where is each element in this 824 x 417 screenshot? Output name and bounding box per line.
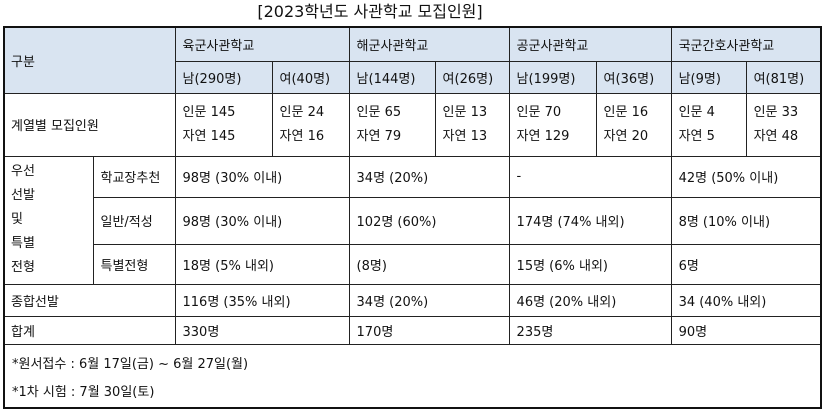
application-period-note: *원서접수 : 6월 17일(금) ~ 6월 27일(월) bbox=[12, 356, 249, 372]
track-quota-cell: 인문 16 자연 20 bbox=[595, 92, 672, 157]
selection-type-label: 특별전형 bbox=[92, 243, 176, 285]
school-header: 육군사관학교 bbox=[174, 26, 350, 62]
track-quota-cell: 인문 70 자연 129 bbox=[508, 92, 597, 157]
quota-cell: 174명 (74% 내외) bbox=[508, 196, 672, 245]
quota-cell: (8명) bbox=[348, 243, 510, 285]
quota-cell: 18명 (5% 내외) bbox=[174, 243, 350, 285]
female-quota-header: 여(81명) bbox=[745, 60, 823, 94]
quota-cell: 34명 (20%) bbox=[348, 155, 510, 198]
school-header: 국군간호사관학교 bbox=[670, 26, 823, 62]
track-quota-cell: 인문 13 자연 13 bbox=[434, 92, 510, 157]
total-cell: 235명 bbox=[508, 315, 672, 345]
priority-special-label: 우선 선발 및 특별 전형 bbox=[3, 155, 94, 285]
school-header: 공군사관학교 bbox=[508, 26, 672, 62]
total-cell: 330명 bbox=[174, 315, 350, 345]
female-quota-header: 여(26명) bbox=[434, 60, 510, 94]
quota-cell: 102명 (60%) bbox=[348, 196, 510, 245]
track-quota-label: 계열별 모집인원 bbox=[2, 92, 176, 157]
track-quota-cell: 인문 65 자연 79 bbox=[348, 92, 436, 157]
track-quota-cell: 인문 24 자연 16 bbox=[271, 92, 350, 157]
quota-cell: 116명 (35% 내외) bbox=[174, 283, 350, 317]
quota-cell: 98명 (30% 이내) bbox=[174, 155, 350, 198]
female-quota-header: 여(36명) bbox=[595, 60, 672, 94]
selection-type-label: 일반/적성 bbox=[92, 196, 176, 245]
total-cell: 90명 bbox=[670, 315, 823, 345]
track-quota-cell: 인문 33 자연 48 bbox=[745, 92, 823, 157]
total-label: 합계 bbox=[2, 315, 176, 345]
male-quota-header: 남(199명) bbox=[508, 60, 597, 94]
quota-cell: 34 (40% 내외) bbox=[670, 283, 823, 317]
quota-cell: 34명 (20%) bbox=[348, 283, 510, 317]
admissions-table: 구분 육군사관학교 해군사관학교 공군사관학교 국군간호사관학교 남(290명)… bbox=[2, 26, 823, 409]
first-exam-note: *1차 시험 : 7월 30일(토) bbox=[12, 384, 155, 400]
comprehensive-label: 종합선발 bbox=[2, 283, 176, 317]
male-quota-header: 남(290명) bbox=[174, 60, 273, 94]
male-quota-header: 남(9명) bbox=[670, 60, 747, 94]
category-header: 구분 bbox=[2, 26, 176, 94]
female-quota-header: 여(40명) bbox=[271, 60, 350, 94]
selection-type-label: 학교장추천 bbox=[92, 155, 176, 198]
quota-cell: 46명 (20% 내외) bbox=[508, 283, 672, 317]
total-cell: 170명 bbox=[348, 315, 510, 345]
quota-cell: 42명 (50% 이내) bbox=[670, 155, 823, 198]
quota-cell: 6명 bbox=[670, 243, 823, 285]
male-quota-header: 남(144명) bbox=[348, 60, 436, 94]
school-header: 해군사관학교 bbox=[348, 26, 510, 62]
track-quota-cell: 인문 145 자연 145 bbox=[174, 92, 273, 157]
quota-cell: - bbox=[508, 155, 672, 198]
notes-cell: *원서접수 : 6월 17일(금) ~ 6월 27일(월) *1차 시험 : 7… bbox=[2, 343, 823, 409]
quota-cell: 15명 (6% 내외) bbox=[508, 243, 672, 285]
page-title: [2023학년도 사관학교 모집인원] bbox=[257, 2, 483, 21]
quota-cell: 8명 (10% 이내) bbox=[670, 196, 823, 245]
track-quota-cell: 인문 4 자연 5 bbox=[670, 92, 747, 157]
quota-cell: 98명 (30% 이내) bbox=[174, 196, 350, 245]
